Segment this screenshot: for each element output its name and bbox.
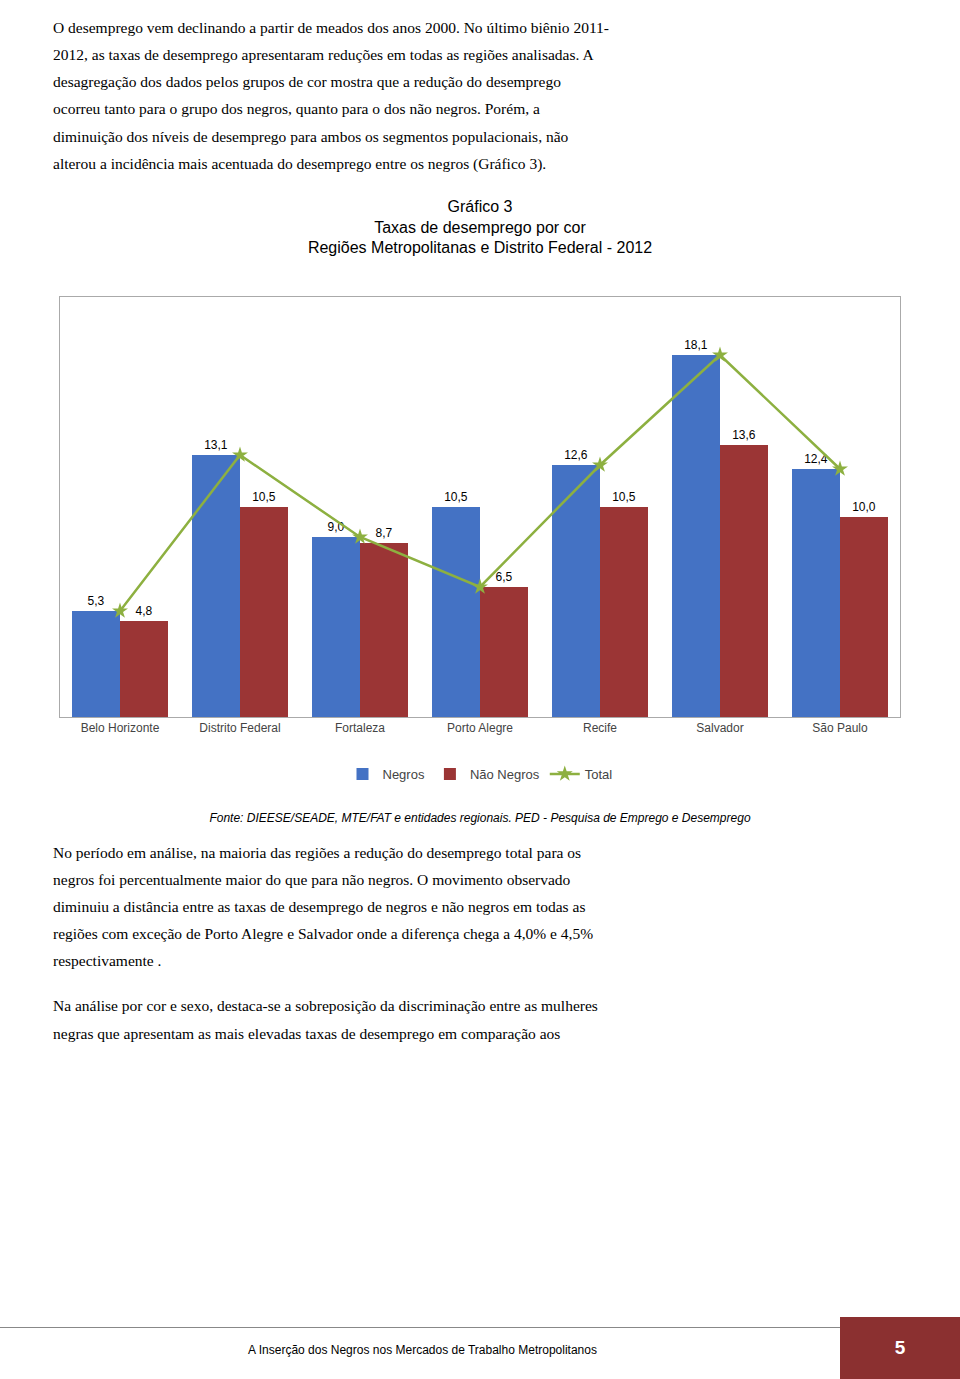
html-text:O desemprego vem declinando a: O desemprego vem declinando a partir de … [53,19,609,36]
svg-text:12,6: 12,6 [564,448,588,462]
svg-text:8,7: 8,7 [375,526,392,540]
html-text:diminuição dos níveis de desem: diminuição dos níveis de desemprego para… [53,127,569,145]
svg-text:4,8: 4,8 [135,604,152,618]
html-text:2012, as taxas de desemprego a: 2012, as taxas de desemprego apresentara… [53,46,594,64]
svg-text:Total: Total [585,767,613,782]
svg-text:10,5: 10,5 [444,490,468,504]
svg-text:13,1: 13,1 [204,438,228,452]
html-text:alterou a incidência mais acen: alterou a incidência mais acentuada do d… [53,154,547,172]
html-text:Na análise por cor e sexo, des: Na análise por cor e sexo, destaca-se a … [53,997,598,1015]
svg-text:Distrito Federal: Distrito Federal [199,721,280,735]
html-text:No período em análise, na maio: No período em análise, na maioria das re… [53,843,582,861]
html-text:regiões com exceção de Porto A: regiões com exceção de Porto Alegre e Sa… [53,925,594,943]
svg-text:5,3: 5,3 [87,594,104,608]
svg-text:Belo Horizonte: Belo Horizonte [81,721,160,735]
svg-text:Fortaleza: Fortaleza [335,721,385,735]
html-text:desagregação dos dados pelos g: desagregação dos dados pelos grupos de c… [53,73,561,91]
html-text:5: 5 [894,1337,906,1358]
html-text:respectivamente .: respectivamente . [53,952,162,970]
html-text:negros foi percentualmente mai: negros foi percentualmente maior do que … [53,870,571,888]
svg-text:9,0: 9,0 [327,520,344,534]
html-text:ocorreu tanto para o grupo dos: ocorreu tanto para o grupo dos negros, q… [53,100,540,118]
svg-text:10,5: 10,5 [612,490,636,504]
svg-text:Não Negros: Não Negros [470,767,540,782]
html-text:negras que apresentam as mais: negras que apresentam as mais elevadas t… [53,1024,561,1042]
svg-text:Negros: Negros [383,767,425,782]
svg-text:São Paulo: São Paulo [812,721,868,735]
svg-text:Gráfico 3Taxas de desemprego p: Gráfico 3Taxas de desemprego por corRegi… [308,198,652,257]
svg-text:18,1: 18,1 [684,338,708,352]
svg-text:12,4: 12,4 [804,452,828,466]
html-text:A Inserção dos Negros nos Merc: A Inserção dos Negros nos Mercados de Tr… [248,1343,597,1357]
svg-text:10,0: 10,0 [852,500,876,514]
svg-text:Porto Alegre: Porto Alegre [447,721,513,735]
svg-text:13,6: 13,6 [732,428,756,442]
svg-text:6,5: 6,5 [495,570,512,584]
html-text:diminuiu a distância entre as: diminuiu a distância entre as taxas de d… [53,898,586,915]
html-text:Fonte: DIEESE/SEADE, MTE/FAT e: Fonte: DIEESE/SEADE, MTE/FAT e entidades… [209,810,751,825]
svg-text:10,5: 10,5 [252,490,276,504]
svg-text:Recife: Recife [583,721,617,735]
svg-text:Salvador: Salvador [696,721,743,735]
